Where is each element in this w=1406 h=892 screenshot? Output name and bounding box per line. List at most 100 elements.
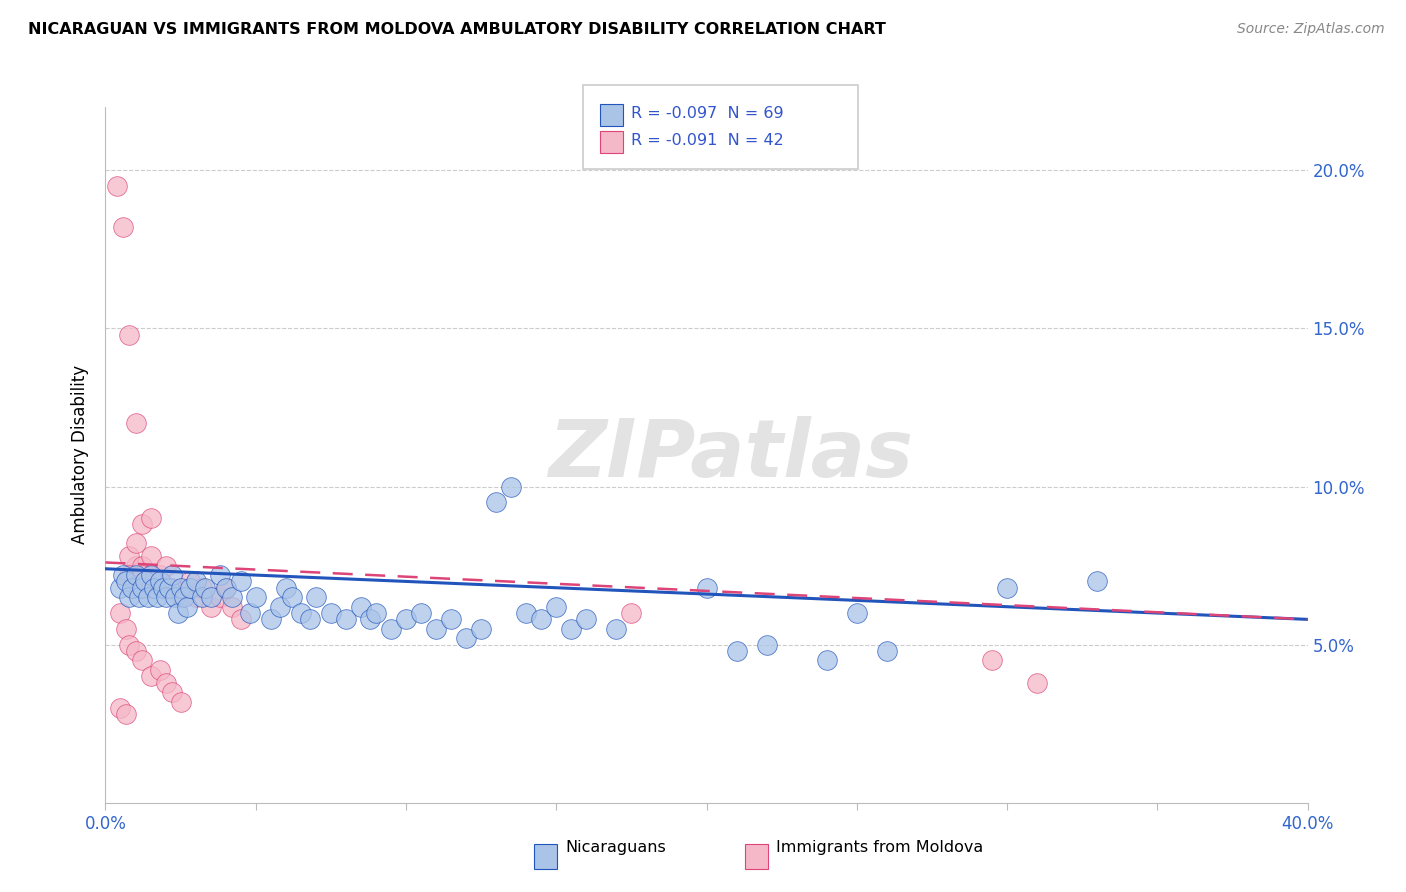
Point [163,591,186,605]
Point [274,581,297,595]
Point [169,581,191,595]
Point [845,606,868,620]
Point [221,591,243,605]
Point [124,536,146,550]
Text: R = -0.091  N = 42: R = -0.091 N = 42 [631,133,785,148]
Point [124,417,146,431]
Point [134,574,156,589]
Point [190,581,212,595]
Point [152,581,174,595]
Point [200,599,222,614]
Point [530,612,553,626]
Text: ZIPatlas: ZIPatlas [548,416,912,494]
Point [515,606,537,620]
Point [131,517,153,532]
Point [184,591,207,605]
Point [184,574,207,589]
Point [118,591,141,605]
Point [169,695,191,709]
Point [148,574,170,589]
Point [118,638,141,652]
Point [148,663,170,677]
Point [208,591,231,605]
Point [166,606,188,620]
Point [118,327,141,342]
Point [409,606,432,620]
Y-axis label: Ambulatory Disability: Ambulatory Disability [72,366,90,544]
Point [121,581,143,595]
Point [155,591,177,605]
Point [359,612,381,626]
Point [112,220,135,235]
Text: R = -0.097  N = 69: R = -0.097 N = 69 [631,106,785,121]
Point [128,591,150,605]
Point [160,581,183,595]
Point [139,581,162,595]
Point [575,612,598,626]
Point [160,568,183,582]
Point [485,495,508,509]
Point [139,669,162,683]
Point [194,581,217,595]
Point [115,707,138,722]
Point [110,701,132,715]
Point [200,591,222,605]
Point [110,581,132,595]
Point [350,599,373,614]
Point [139,511,162,525]
Point [876,644,898,658]
Point [214,581,236,595]
Point [124,558,146,573]
Point [176,599,198,614]
Point [1026,675,1049,690]
Point [454,632,477,646]
Point [290,606,312,620]
Point [239,606,262,620]
Point [815,653,838,667]
Point [229,612,252,626]
Point [136,591,159,605]
Point [157,581,180,595]
Point [124,644,146,658]
Point [115,622,138,636]
Point [142,581,165,595]
Point [208,568,231,582]
Point [755,638,778,652]
Point [725,644,748,658]
Point [145,591,167,605]
Point [260,612,283,626]
Point [190,591,212,605]
Point [115,574,138,589]
Point [118,568,141,582]
Point [620,606,643,620]
Point [214,581,236,595]
Point [155,558,177,573]
Point [395,612,418,626]
Point [546,599,568,614]
Point [229,574,252,589]
Point [364,606,387,620]
Point [131,558,153,573]
Point [981,653,1004,667]
Point [169,591,191,605]
Text: Immigrants from Moldova: Immigrants from Moldova [776,840,983,855]
Point [155,675,177,690]
Point [298,612,321,626]
Point [131,581,153,595]
Point [112,568,135,582]
Point [335,612,357,626]
Point [160,685,183,699]
Point [1085,574,1108,589]
Point [305,591,328,605]
Point [139,568,162,582]
Point [110,606,132,620]
Point [319,606,342,620]
Text: Nicaraguans: Nicaraguans [565,840,666,855]
Point [560,622,582,636]
Point [470,622,492,636]
Point [269,599,291,614]
Point [124,568,146,582]
Point [221,599,243,614]
Point [696,581,718,595]
Text: Source: ZipAtlas.com: Source: ZipAtlas.com [1237,22,1385,37]
